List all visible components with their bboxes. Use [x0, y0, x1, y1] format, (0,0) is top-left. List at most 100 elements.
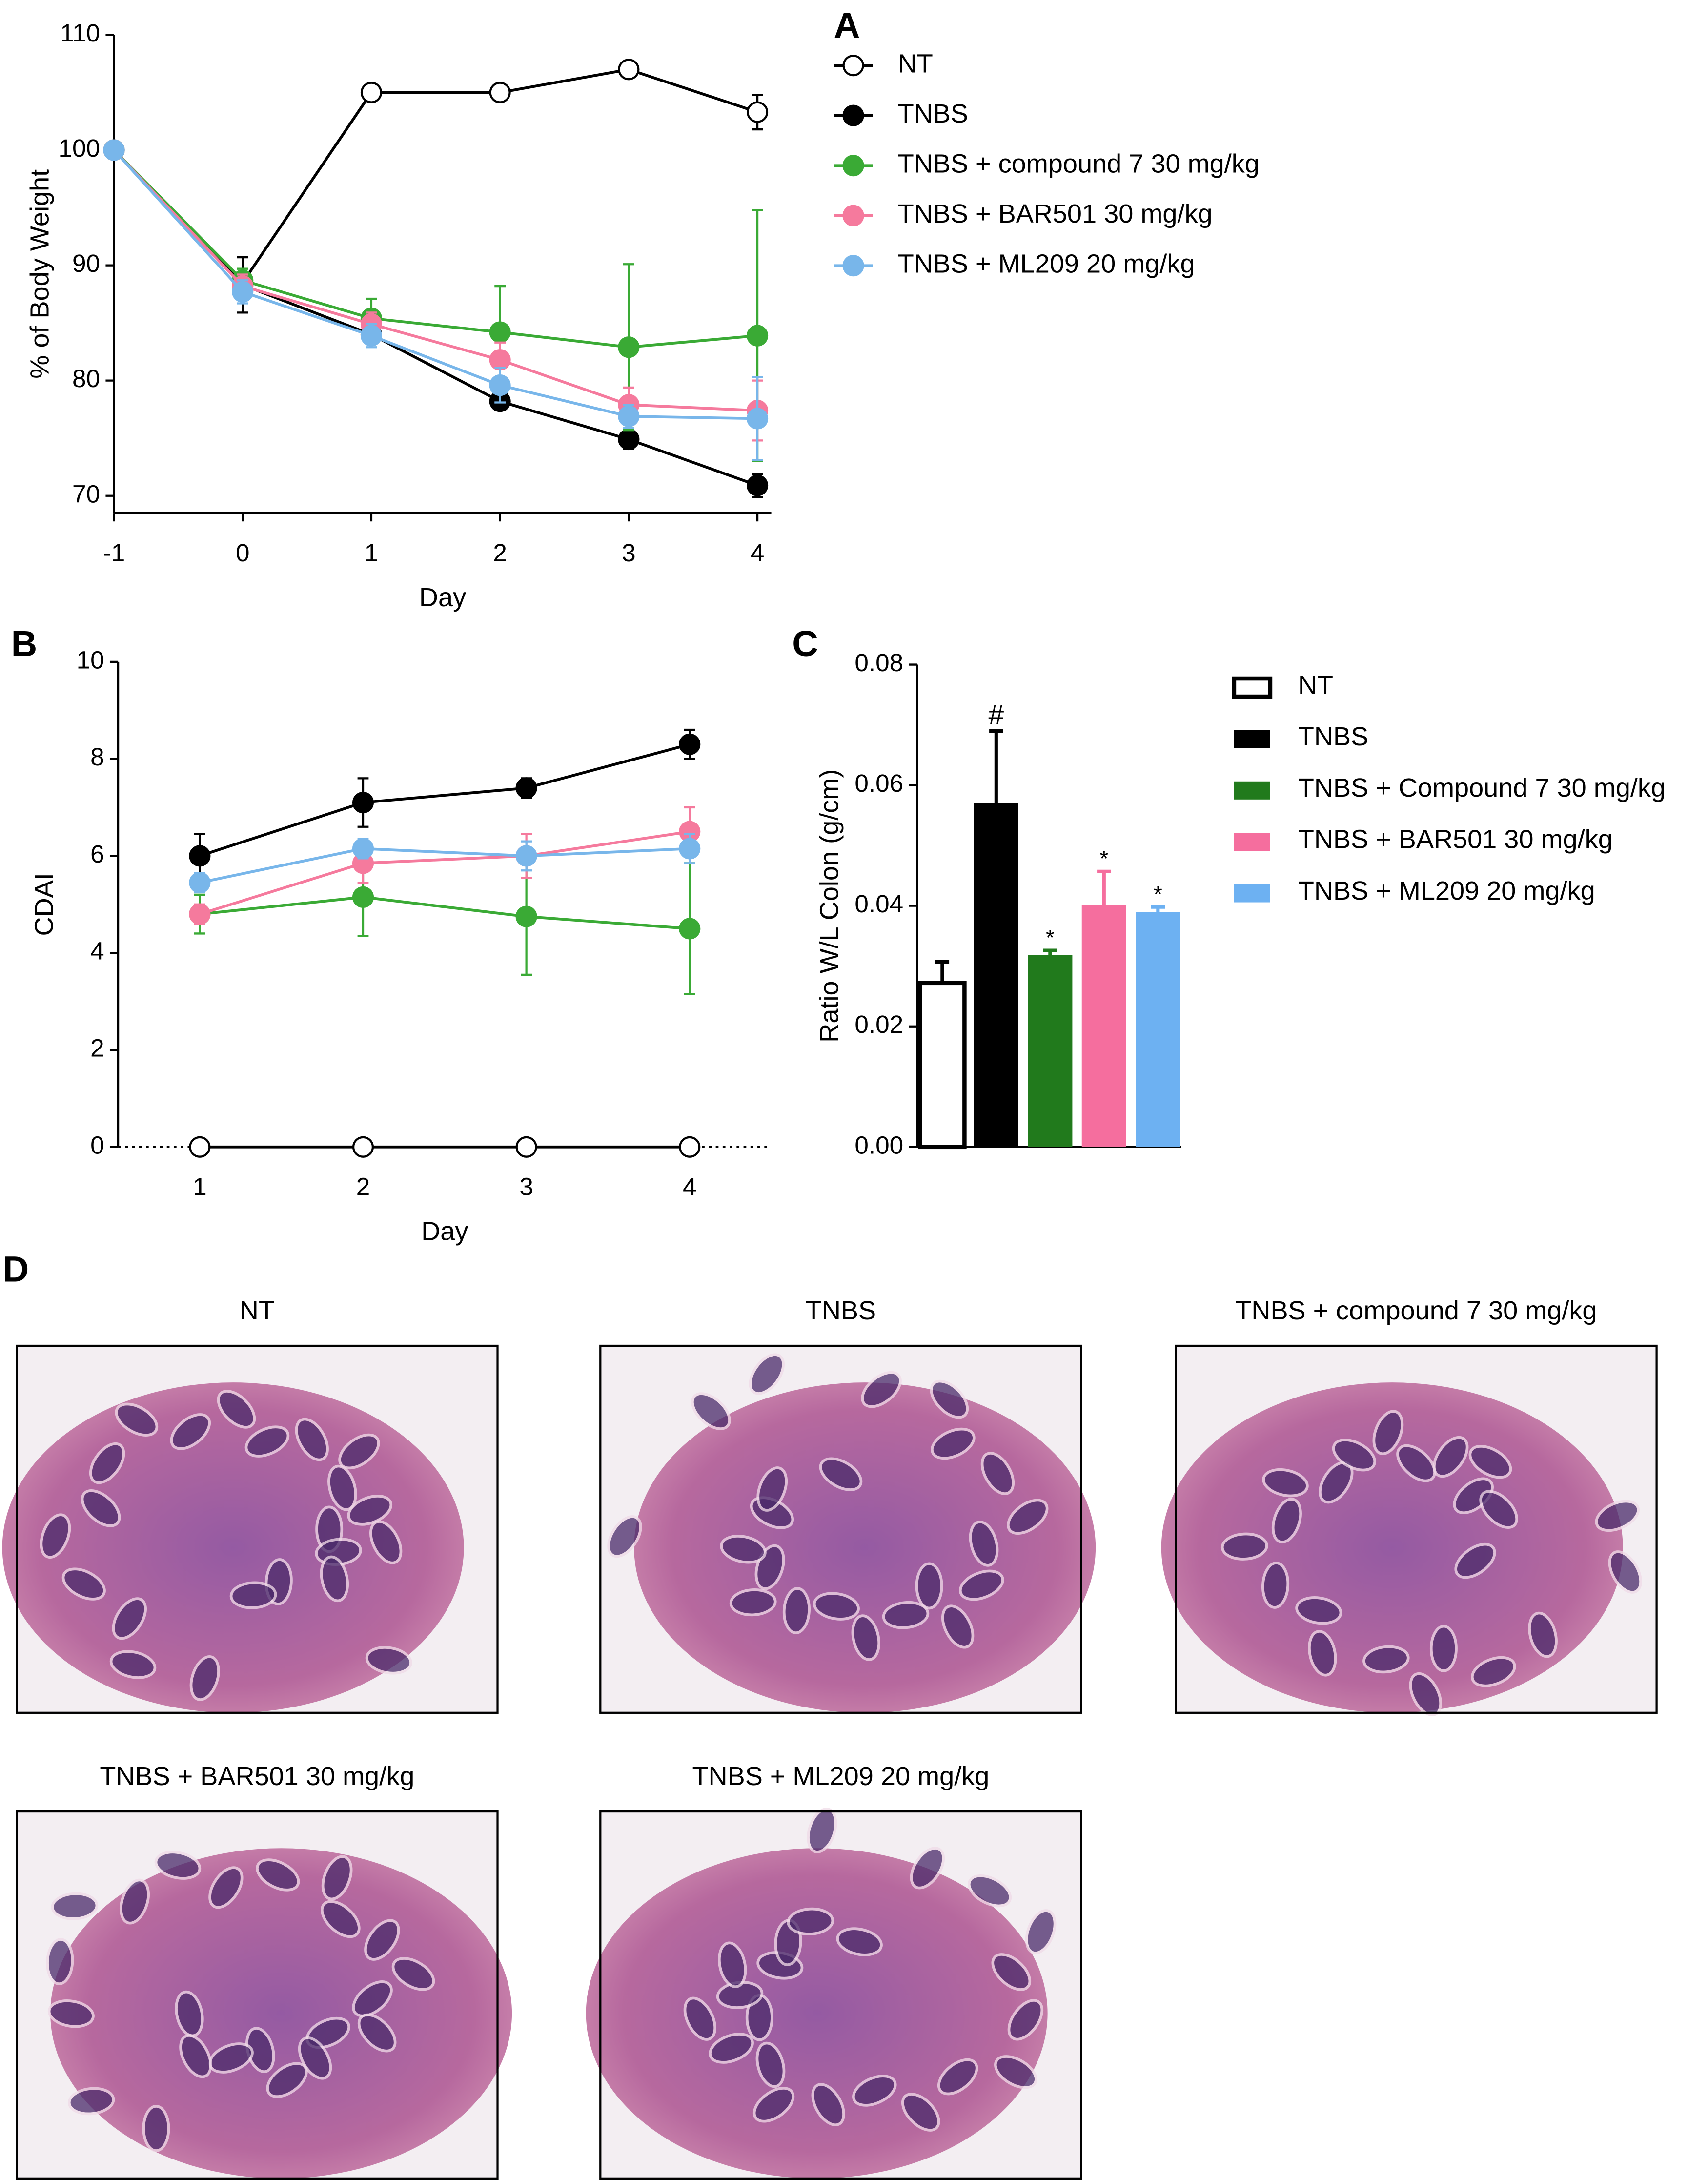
crypt: [819, 1457, 863, 1491]
image-frame: [16, 1810, 499, 2180]
x-tick-label: 1: [365, 539, 379, 567]
crypt: [1470, 1656, 1516, 1687]
crypt: [321, 1855, 353, 1901]
crypt: [112, 1597, 147, 1640]
crypt: [357, 2013, 397, 2053]
y-axis-label: CDAI: [29, 873, 59, 936]
legend-marker: [842, 55, 864, 77]
y-tick-label: 0: [90, 1131, 104, 1159]
y-axis-label: Ratio W/L Colon (g/cm): [814, 769, 844, 1043]
crypt: [749, 1353, 785, 1395]
y-tick-label: 90: [72, 249, 100, 277]
y-tick-label: 100: [59, 134, 101, 162]
crypt: [256, 1858, 300, 1892]
y-tick-label: 110: [60, 19, 100, 47]
crypt: [937, 2058, 978, 2096]
crypt: [807, 1808, 837, 1853]
legend-marker: [842, 155, 864, 177]
crypt: [861, 1371, 902, 1408]
crypt: [179, 2034, 212, 2078]
marker: [360, 82, 383, 103]
series-line: [199, 847, 690, 884]
crypt: [1007, 1999, 1044, 2041]
crypt: [1608, 1550, 1642, 1594]
crypt: [67, 2087, 115, 2116]
marker: [489, 374, 511, 396]
crypt: [40, 1513, 71, 1559]
crypt: [1468, 1445, 1512, 1479]
legend-label: TNBS + compound 7 30 mg/kg: [898, 149, 1260, 178]
marker: [747, 325, 769, 347]
crypt: [969, 1521, 999, 1567]
crypt: [882, 1601, 930, 1629]
crypt: [1025, 1909, 1057, 1954]
marker: [515, 777, 537, 799]
marker: [618, 336, 640, 358]
legend-label: TNBS + ML209 20 mg/kg: [1298, 876, 1595, 905]
crypt: [89, 1442, 125, 1484]
crypt: [81, 1489, 121, 1527]
panel-label: D: [3, 1249, 29, 1290]
crypt: [327, 1464, 357, 1511]
legend-swatch: [1234, 833, 1270, 851]
crypt: [109, 1650, 157, 1679]
x-axis-label: Day: [419, 583, 466, 612]
marker: [679, 1136, 701, 1158]
crypt: [729, 1588, 777, 1617]
marker: [618, 59, 640, 81]
y-tick-label: 0.06: [854, 769, 903, 797]
crypt: [120, 1878, 150, 1925]
y-tick-label: 8: [90, 743, 104, 771]
crypt: [931, 1427, 976, 1460]
crypt: [1271, 1498, 1302, 1544]
crypt: [755, 2041, 786, 2088]
marker: [189, 1136, 211, 1158]
crypt: [142, 2104, 170, 2152]
crypt: [51, 1892, 99, 1920]
marker: [352, 792, 374, 814]
error-bar: [1151, 905, 1165, 912]
x-tick-label: 3: [622, 539, 636, 567]
legend-marker: [842, 255, 864, 277]
series-line: [113, 149, 758, 349]
crypt: [930, 1379, 969, 1419]
crypt: [709, 2033, 754, 2064]
panel-label: C: [792, 623, 818, 664]
y-tick-label: 2: [90, 1034, 104, 1062]
legend-swatch: [1234, 730, 1270, 748]
marker: [679, 733, 701, 755]
marker: [360, 325, 383, 347]
crypt: [244, 1425, 290, 1458]
x-tick-label: 4: [683, 1173, 697, 1201]
marker: [618, 405, 640, 427]
crypt: [756, 1466, 788, 1512]
crypt: [1396, 1444, 1436, 1482]
crypt: [115, 1402, 159, 1437]
marker: [515, 905, 537, 927]
crypt: [691, 1392, 731, 1430]
significance-mark: *: [1046, 925, 1055, 950]
crypt: [321, 1900, 361, 1938]
crypt: [941, 1604, 975, 1649]
error-bar: [935, 960, 950, 983]
legend-swatch: [1234, 884, 1270, 903]
crypt: [1362, 1645, 1410, 1674]
crypt: [1433, 1436, 1469, 1478]
crypt: [1479, 1490, 1518, 1529]
series-line: [113, 149, 758, 420]
crypt: [836, 1927, 883, 1956]
legend-swatch: [1234, 781, 1270, 800]
bar: [1028, 955, 1073, 1147]
x-tick-label: 2: [356, 1173, 370, 1201]
crypt: [811, 2083, 845, 2126]
crypt: [852, 2075, 897, 2107]
legend-swatch: [1232, 676, 1273, 699]
crypt: [266, 2062, 308, 2098]
micrograph: [586, 1808, 1082, 2180]
tissue: [634, 1382, 1096, 1713]
bar: [918, 981, 967, 1150]
y-tick-label: 0.00: [854, 1131, 903, 1159]
legend-label: TNBS: [898, 99, 968, 128]
y-tick-label: 0.08: [854, 649, 903, 677]
